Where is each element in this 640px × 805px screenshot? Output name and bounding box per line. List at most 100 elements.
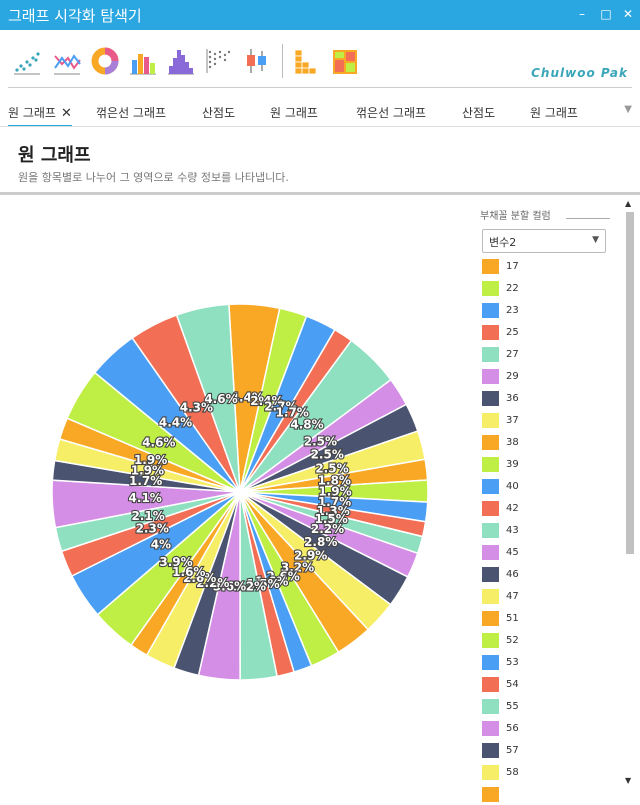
legend-label: 43 (506, 525, 519, 536)
legend-swatch (482, 435, 499, 450)
maximize-icon[interactable]: □ (600, 7, 612, 21)
legend-swatch (482, 655, 499, 670)
legend-swatch (482, 743, 499, 758)
legend-item: 38 (482, 435, 612, 453)
slice-label: 4.1% (129, 491, 162, 505)
legend-swatch (482, 721, 499, 736)
legend-label: 23 (506, 305, 519, 316)
legend-label: 27 (506, 349, 519, 360)
legend-swatch (482, 259, 499, 274)
legend-item: 37 (482, 413, 612, 431)
page-header: 원 그래프 원을 항목별로 나누어 그 영역으로 수량 정보를 나타냅니다. (0, 127, 640, 195)
variable-select-value: 변수2 (489, 236, 517, 249)
legend-item (482, 787, 612, 805)
slice-label: 1.6% (172, 565, 205, 579)
scroll-up-icon[interactable]: ▲ (625, 199, 632, 208)
legend-swatch (482, 567, 499, 582)
tab-line-chart-1[interactable]: 꺾은선 그래프 (96, 106, 167, 120)
legend-label: 47 (506, 591, 519, 602)
tab-overflow-icon[interactable]: ▼ (624, 104, 632, 115)
slice-label: 4.6% (204, 392, 237, 406)
histogram-icon[interactable] (166, 46, 196, 76)
mosaic-icon[interactable] (330, 46, 360, 76)
legend-item: 22 (482, 281, 612, 299)
legend-label: 22 (506, 283, 519, 294)
dot-plot-icon[interactable] (204, 46, 234, 76)
legend-item: 56 (482, 721, 612, 739)
bar-chart-icon[interactable] (128, 46, 158, 76)
legend-label: 55 (506, 701, 519, 712)
donut-chart-icon[interactable] (90, 46, 120, 76)
split-column-label: 부채꼴 분할 컬럼 (480, 211, 551, 222)
slice-label: 4.8% (290, 418, 323, 432)
tab-pie-chart-1[interactable]: 원 그래프 ✕ (8, 104, 72, 127)
chart-area: 4.4% 2.4% 2.7% 1.7% 4.8% 2.5% 2.5% 2.5% 1.8% 1.9%… (0, 198, 476, 800)
legend-label: 56 (506, 723, 519, 734)
vertical-scrollbar[interactable]: ▲ ▼ (624, 198, 636, 800)
close-icon[interactable]: ✕ (622, 7, 634, 21)
legend-item: 51 (482, 611, 612, 629)
pie-slice[interactable] (175, 303, 241, 493)
legend-swatch (482, 501, 499, 516)
page-title: 원 그래프 (18, 145, 91, 166)
slice-label: 1.3% (316, 504, 349, 518)
stacked-bar-icon[interactable] (292, 46, 322, 76)
slice-label: 1.9% (131, 464, 164, 478)
legend-label: 57 (506, 745, 519, 756)
legend-swatch (482, 699, 499, 714)
legend-item: 25 (482, 325, 612, 343)
slice-label: 4% (151, 538, 171, 552)
slice-label: 3.2% (281, 561, 314, 575)
slice-label: 1.7% (276, 406, 309, 420)
tab-line-chart-2[interactable]: 꺾은선 그래프 (356, 106, 427, 120)
scrollbar-thumb[interactable] (626, 212, 634, 554)
tab-pie-chart-3[interactable]: 원 그래프 (530, 106, 578, 120)
legend-label: 37 (506, 415, 519, 426)
page-description: 원을 항목별로 나누어 그 영역으로 수량 정보를 나타냅니다. (18, 171, 289, 184)
title-bar: 그래프 시각화 탐색기 – □ ✕ (0, 0, 640, 30)
legend-swatch (482, 325, 499, 340)
slice-label: 1.8% (318, 474, 351, 488)
slice-label: 1.5% (246, 577, 279, 591)
variable-select[interactable]: 변수2 ▼ (482, 229, 606, 253)
legend-swatch (482, 457, 499, 472)
slice-label: 2.6% (183, 571, 216, 585)
close-tab-icon[interactable]: ✕ (60, 106, 72, 121)
slice-label: 4.6% (142, 436, 175, 450)
legend-item: 58 (482, 765, 612, 783)
slice-label: 3.6% (213, 579, 246, 593)
slice-label: 2.1% (131, 509, 164, 523)
slice-label: 1.9% (318, 485, 351, 499)
legend-swatch (482, 369, 499, 384)
legend-item: 52 (482, 633, 612, 651)
legend-label: 40 (506, 481, 519, 492)
legend-item: 46 (482, 567, 612, 585)
scroll-down-icon[interactable]: ▼ (625, 776, 632, 785)
slice-label: 4.4% (159, 415, 192, 429)
legend-item: 23 (482, 303, 612, 321)
slice-label: 2.2% (311, 522, 344, 536)
tab-pie-chart-2[interactable]: 원 그래프 (270, 106, 318, 120)
tab-scatter-1[interactable]: 산점도 (202, 106, 236, 120)
legend-item: 57 (482, 743, 612, 761)
slice-label: 1.7% (129, 474, 162, 488)
legend-item: 42 (482, 501, 612, 519)
boxplot-icon[interactable] (242, 46, 272, 76)
legend-item: 29 (482, 369, 612, 387)
legend-item: 54 (482, 677, 612, 695)
legend-label: 54 (506, 679, 519, 690)
tab-bar: 원 그래프 ✕ 꺾은선 그래프 산점도 원 그래프 꺾은선 그래프 산점도 원 그… (0, 100, 640, 127)
legend-label: 46 (506, 569, 519, 580)
slice-label: 2.4% (250, 394, 283, 408)
legend-item: 17 (482, 259, 612, 277)
line-chart-icon[interactable] (52, 46, 82, 76)
legend-label: 53 (506, 657, 519, 668)
scatter-chart-icon[interactable] (12, 46, 42, 76)
tab-label: 원 그래프 (8, 106, 56, 120)
legend-label: 25 (506, 327, 519, 338)
toolbar: Chulwoo Pak (0, 30, 640, 88)
tab-scatter-2[interactable]: 산점도 (462, 106, 496, 120)
slice-label: 2.3% (136, 521, 169, 535)
legend-item: 55 (482, 699, 612, 717)
minimize-icon[interactable]: – (579, 7, 585, 21)
